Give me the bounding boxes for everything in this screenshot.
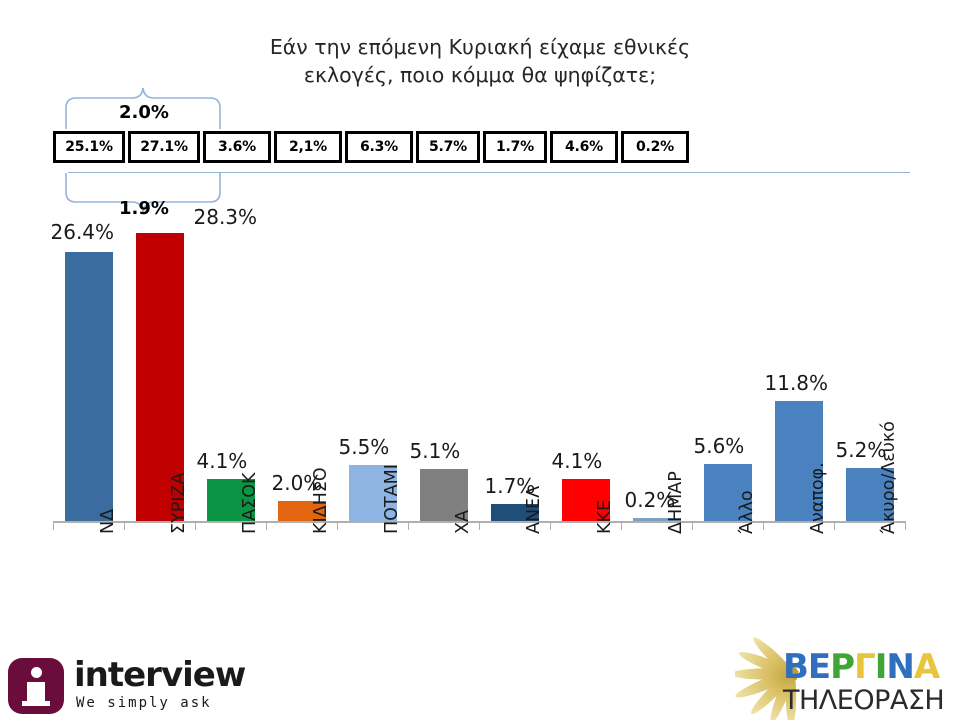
bar-value-label: 0.2%	[624, 488, 676, 512]
bar	[135, 232, 184, 521]
bar-value-label: 4.1%	[551, 449, 603, 474]
category-label: Άλλο	[736, 490, 757, 534]
bar	[419, 469, 468, 521]
vergina-sun-icon	[735, 637, 799, 720]
interview-badge-icon	[8, 658, 64, 714]
axis-tick	[195, 521, 196, 530]
bar-value-label: 26.4%	[50, 220, 115, 245]
info-i-stem	[22, 682, 50, 706]
bar	[490, 503, 539, 521]
bar	[774, 400, 823, 521]
vergina-letter: Ε	[807, 647, 831, 687]
previous-result-box: 1.7%	[483, 131, 547, 163]
bar-value-label: 5.1%	[409, 439, 461, 464]
previous-result-box: 0.2%	[621, 131, 689, 163]
bar	[561, 479, 610, 521]
previous-result-box: 4.6%	[550, 131, 618, 163]
bar	[632, 518, 681, 521]
bar-value-label: 5.6%	[693, 433, 745, 458]
bar-value-label: 28.3%	[193, 204, 258, 229]
axis-tick	[550, 521, 551, 530]
bar-value-label: 11.8%	[764, 370, 829, 395]
page-title: Εάν την επόμενη Κυριακή είχαμε εθνικές ε…	[0, 33, 960, 90]
axis-tick	[834, 521, 835, 530]
bar	[845, 468, 894, 521]
axis-tick	[124, 521, 125, 530]
axis-tick	[905, 521, 906, 530]
axis-tick	[621, 521, 622, 530]
category-label: Αναποφ.	[807, 462, 828, 534]
bar	[206, 479, 255, 521]
vergina-letter: Ν	[886, 647, 914, 687]
category-label: ΚΚΕ	[594, 499, 615, 534]
info-i-dot	[31, 667, 42, 678]
bar-value-label: 4.1%	[196, 449, 248, 474]
bar-value-label: 1.7%	[484, 473, 536, 498]
lower-brace-icon	[65, 173, 221, 214]
title-line-1: Εάν την επόμενη Κυριακή είχαμε εθνικές	[269, 35, 691, 59]
divider-line	[68, 172, 910, 173]
axis-tick	[53, 521, 54, 530]
previous-result-box: 5.7%	[416, 131, 480, 163]
bars-container	[64, 232, 894, 521]
vergina-letter: Α	[913, 647, 940, 687]
previous-result-box: 25.1%	[53, 131, 125, 163]
bar-value-label: 5.5%	[338, 435, 390, 459]
axis-tick	[408, 521, 409, 530]
vergina-subtitle: ΤΗΛΕΟΡΑΣΗ	[783, 685, 945, 716]
previous-result-box: 2,1%	[274, 131, 342, 163]
previous-result-box: 3.6%	[203, 131, 271, 163]
upper-brace-icon	[65, 87, 221, 129]
previous-result-box: 27.1%	[128, 131, 200, 163]
bar-value-label: 2.0%	[271, 470, 323, 495]
vergina-letter: Ρ	[830, 647, 855, 687]
axis-tick	[763, 521, 764, 530]
bar	[64, 252, 113, 521]
vergina-letter: Β	[783, 647, 809, 687]
previous-result-box: 6.3%	[345, 131, 413, 163]
vergina-letter: Γ	[854, 647, 876, 687]
category-label: ΝΔ	[97, 508, 118, 534]
axis-tick	[692, 521, 693, 530]
bar	[348, 465, 397, 521]
vergina-wordmark: ΒΕΡΓΙΝΑ	[783, 647, 940, 687]
bar-value-label: 5.2%	[835, 438, 887, 463]
interview-tagline: We simply ask	[76, 695, 212, 711]
interview-wordmark: interview	[74, 655, 246, 695]
interview-logo: interview We simply ask	[8, 655, 246, 716]
vergina-logo: ΒΕΡΓΙΝΑ ΤΗΛΕΟΡΑΣΗ	[735, 612, 960, 720]
title-line-2: εκλογές, ποιο κόμμα θα ψηφίζατε;	[303, 63, 657, 88]
category-label: ΣΥΡΙΖΑ	[168, 472, 189, 534]
upper-brace-label: 2.0%	[119, 102, 169, 123]
bar	[277, 500, 326, 521]
axis-tick	[337, 521, 338, 530]
axis-tick	[479, 521, 480, 530]
axis-tick	[266, 521, 267, 530]
lower-brace-label: 1.9%	[119, 198, 169, 219]
vergina-letter: Ι	[874, 647, 888, 687]
category-label: ΠΑΣΟΚ	[239, 472, 260, 534]
bar	[703, 464, 752, 521]
category-label: ΧΑ	[452, 510, 473, 534]
category-label: ΠΟΤΑΜΙ	[381, 464, 402, 534]
